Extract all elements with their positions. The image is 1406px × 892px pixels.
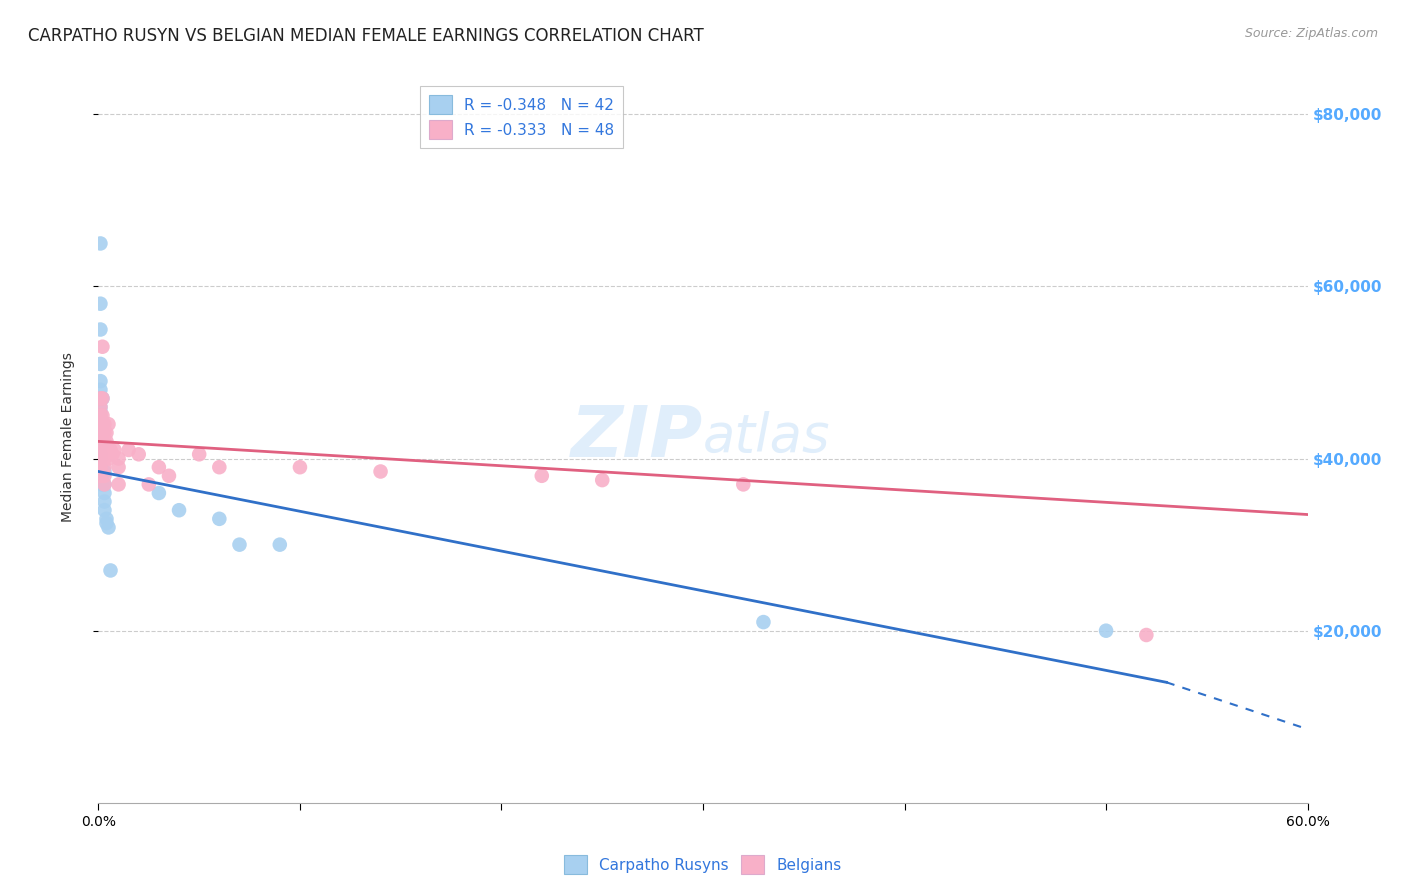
Point bbox=[89, 425, 111, 440]
Point bbox=[89, 392, 111, 406]
Point bbox=[89, 322, 111, 336]
Point bbox=[93, 486, 115, 500]
Text: ZIP: ZIP bbox=[571, 402, 703, 472]
Text: CARPATHO RUSYN VS BELGIAN MEDIAN FEMALE EARNINGS CORRELATION CHART: CARPATHO RUSYN VS BELGIAN MEDIAN FEMALE … bbox=[28, 27, 704, 45]
Point bbox=[733, 477, 755, 491]
Point bbox=[1135, 628, 1157, 642]
Point bbox=[269, 538, 291, 552]
Point bbox=[89, 468, 111, 483]
Y-axis label: Median Female Earnings: Median Female Earnings bbox=[60, 352, 75, 522]
Point bbox=[93, 465, 115, 479]
Point bbox=[93, 442, 115, 457]
Point bbox=[93, 477, 115, 491]
Point bbox=[93, 468, 115, 483]
Point bbox=[93, 503, 115, 517]
Point bbox=[89, 236, 111, 251]
Point bbox=[103, 442, 125, 457]
Point bbox=[157, 468, 180, 483]
Point bbox=[93, 447, 115, 461]
Point bbox=[89, 442, 111, 457]
Point bbox=[96, 516, 118, 530]
Point bbox=[208, 512, 231, 526]
Point bbox=[118, 442, 141, 457]
Point bbox=[89, 439, 111, 453]
Point bbox=[89, 447, 111, 461]
Point bbox=[89, 430, 111, 444]
Point bbox=[100, 564, 122, 578]
Point bbox=[93, 434, 115, 449]
Point bbox=[89, 296, 111, 310]
Point bbox=[148, 486, 170, 500]
Point bbox=[138, 477, 160, 491]
Point bbox=[89, 460, 111, 475]
Point bbox=[93, 477, 115, 491]
Point bbox=[89, 383, 111, 397]
Point bbox=[148, 460, 170, 475]
Point bbox=[91, 477, 114, 491]
Point bbox=[91, 392, 114, 406]
Point bbox=[208, 460, 231, 475]
Point bbox=[89, 417, 111, 432]
Point bbox=[89, 434, 111, 449]
Point bbox=[91, 425, 114, 440]
Point bbox=[96, 512, 118, 526]
Point bbox=[97, 417, 120, 432]
Point bbox=[96, 434, 118, 449]
Point bbox=[91, 417, 114, 432]
Point bbox=[91, 417, 114, 432]
Point bbox=[530, 468, 553, 483]
Point bbox=[188, 447, 211, 461]
Point bbox=[89, 400, 111, 414]
Point bbox=[93, 460, 115, 475]
Point bbox=[93, 417, 115, 432]
Point bbox=[89, 413, 111, 427]
Point bbox=[91, 468, 114, 483]
Point bbox=[167, 503, 190, 517]
Point bbox=[93, 425, 115, 440]
Point bbox=[89, 425, 111, 440]
Point bbox=[89, 451, 111, 466]
Point bbox=[107, 460, 129, 475]
Point bbox=[91, 392, 114, 406]
Point bbox=[96, 425, 118, 440]
Point bbox=[752, 615, 775, 629]
Point bbox=[93, 494, 115, 508]
Point bbox=[100, 442, 122, 457]
Point bbox=[89, 468, 111, 483]
Point bbox=[89, 374, 111, 388]
Point bbox=[89, 417, 111, 432]
Point bbox=[89, 409, 111, 423]
Point bbox=[591, 473, 613, 487]
Point bbox=[97, 520, 120, 534]
Point bbox=[91, 340, 114, 354]
Legend: Carpatho Rusyns, Belgians: Carpatho Rusyns, Belgians bbox=[558, 849, 848, 880]
Text: atlas: atlas bbox=[703, 411, 831, 463]
Point bbox=[91, 434, 114, 449]
Point bbox=[101, 447, 124, 461]
Point bbox=[89, 460, 111, 475]
Point bbox=[107, 451, 129, 466]
Point bbox=[107, 477, 129, 491]
Point bbox=[91, 425, 114, 440]
Point bbox=[288, 460, 311, 475]
Point bbox=[89, 451, 111, 466]
Point bbox=[370, 465, 392, 479]
Point bbox=[89, 409, 111, 423]
Point bbox=[89, 421, 111, 435]
Point bbox=[89, 404, 111, 418]
Point bbox=[97, 451, 120, 466]
Point bbox=[1095, 624, 1118, 638]
Point bbox=[89, 392, 111, 406]
Point bbox=[89, 400, 111, 414]
Point bbox=[228, 538, 250, 552]
Point bbox=[89, 357, 111, 371]
Legend: R = -0.348   N = 42, R = -0.333   N = 48: R = -0.348 N = 42, R = -0.333 N = 48 bbox=[420, 87, 623, 148]
Text: Source: ZipAtlas.com: Source: ZipAtlas.com bbox=[1244, 27, 1378, 40]
Point bbox=[91, 409, 114, 423]
Point bbox=[93, 451, 115, 466]
Point bbox=[97, 442, 120, 457]
Point bbox=[128, 447, 150, 461]
